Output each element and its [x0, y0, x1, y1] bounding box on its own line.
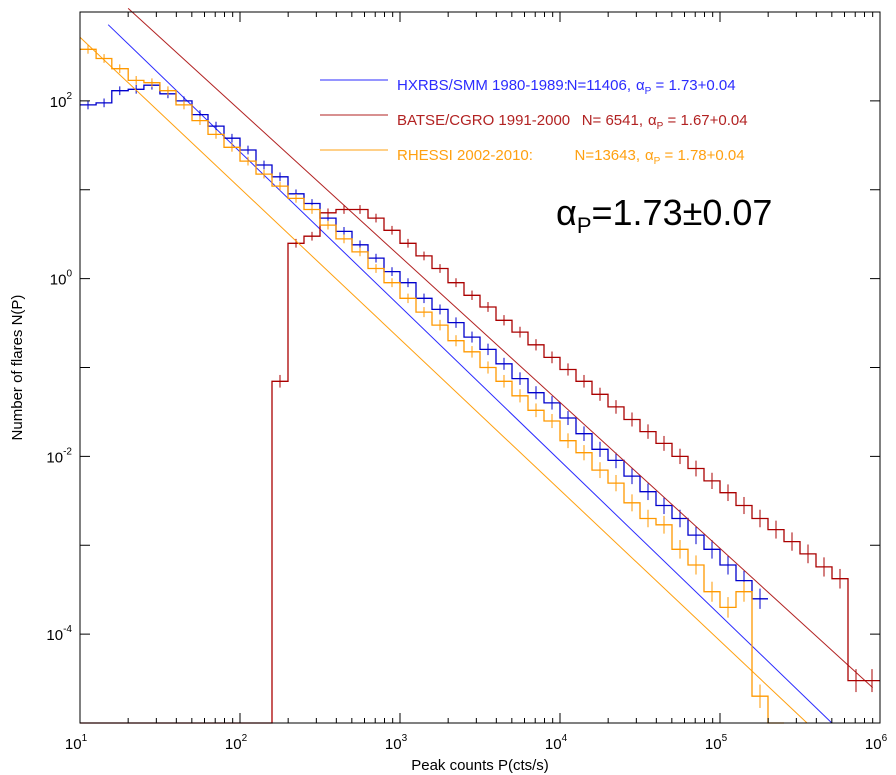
- x-tick-label: 104: [545, 733, 568, 753]
- series-0: [80, 24, 833, 724]
- legend-entry: BATSE/CGRO 1991-2000: [397, 112, 570, 129]
- alpha-annotation-text: αP=1.73±0.07: [556, 192, 772, 238]
- legend-alpha: αP = 1.67+0.04: [648, 112, 748, 132]
- alpha-annotation: αP=1.73±0.07: [556, 192, 772, 238]
- y-tick-label: 100: [50, 269, 73, 289]
- fit-line: [79, 36, 808, 724]
- fit-line: [127, 7, 874, 689]
- y-tick-label: 10-4: [46, 624, 72, 644]
- y-tick-label: 102: [50, 91, 73, 111]
- legend-n: N= 6541,: [582, 112, 643, 129]
- x-tick-label: 106: [865, 733, 888, 753]
- x-tick-label: 101: [65, 733, 88, 753]
- axes-layer: 101 102 103 104 105 106 10-4 10-2 100 102 Peak cou…: [9, 11, 888, 774]
- fit-line: [107, 24, 833, 724]
- x-tick-label: 103: [385, 733, 408, 753]
- legend-alpha: αP = 1.73+0.04: [636, 77, 736, 97]
- x-tick-label: 102: [225, 733, 248, 753]
- series-1: [80, 7, 880, 724]
- legend-n: N=11406,: [567, 77, 631, 94]
- x-tick-label: 105: [705, 733, 728, 753]
- y-axis-label: Number of flares N(P): [9, 295, 26, 441]
- histogram-steps: [80, 208, 880, 724]
- legend-alpha: αP = 1.78+0.04: [645, 147, 745, 167]
- series-2: [79, 36, 808, 724]
- legend-entry: HXRBS/SMM 1980-1989:: [397, 77, 568, 94]
- y-tick-label: 10-2: [46, 446, 72, 466]
- legend-n: N=13643,: [575, 147, 640, 164]
- x-axis-label: Peak counts P(cts/s): [411, 757, 549, 774]
- legend: HXRBS/SMM 1980-1989:N=11406, αP = 1.73+0.…: [320, 77, 748, 167]
- series-layer: [79, 7, 880, 724]
- legend-entry: RHESSI 2002-2010:: [397, 147, 533, 164]
